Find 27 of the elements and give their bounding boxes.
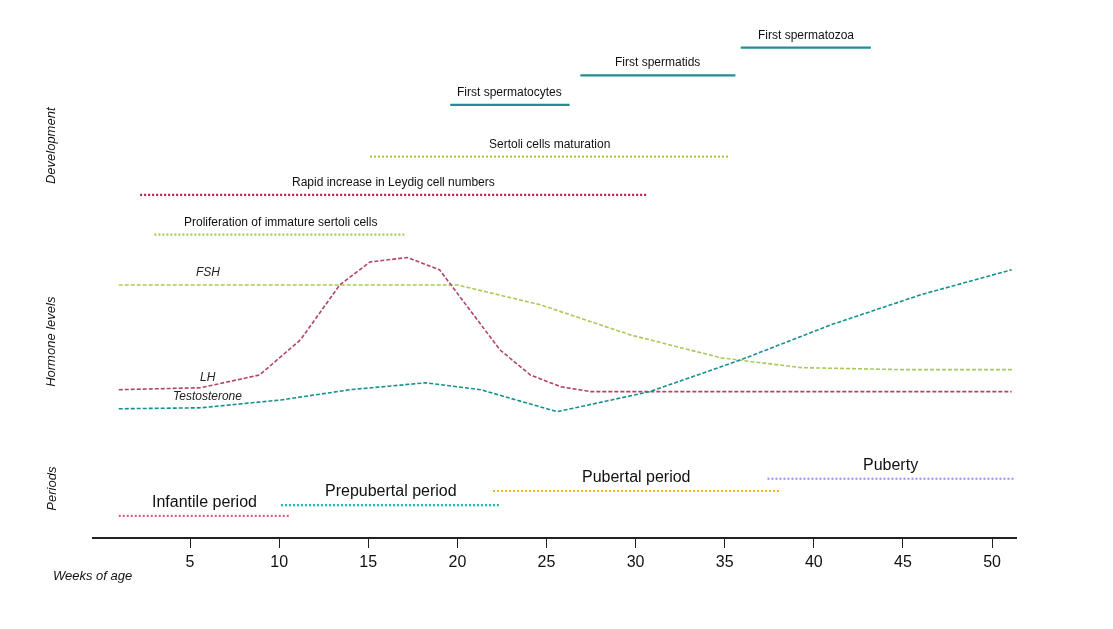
x-axis-title: Weeks of age	[53, 568, 133, 583]
series-label: Rapid increase in Leydig cell numbers	[292, 175, 495, 189]
series-label: Pubertal period	[582, 468, 691, 485]
series-label: Puberty	[863, 456, 919, 473]
x-tick-label: 5	[185, 552, 195, 570]
x-tick-label: 40	[804, 552, 823, 570]
x-tick-label: 15	[359, 552, 378, 570]
text: Development	[43, 106, 59, 185]
series-label: First spermatids	[615, 55, 701, 69]
text: Hormone levels	[43, 296, 59, 387]
x-tick-label: 50	[983, 552, 1002, 570]
text: Periods	[43, 466, 59, 511]
series-label: First spermatozoa	[758, 28, 855, 42]
series-label: Proliferation of immature sertoli cells	[184, 215, 378, 229]
x-tick-label: 20	[448, 552, 467, 570]
series-label: Infantile period	[152, 493, 257, 510]
series-label: FSH	[196, 265, 221, 279]
series-label: Testosterone	[173, 389, 243, 403]
series-label: Sertoli cells maturation	[489, 137, 611, 151]
x-tick-label: 35	[715, 552, 734, 570]
series-label: LH	[200, 370, 216, 384]
series-label: Prepubertal period	[325, 482, 457, 499]
x-tick-label: 10	[270, 552, 289, 570]
x-tick-label: 30	[626, 552, 645, 570]
x-tick-label: 45	[894, 552, 912, 570]
x-tick-label: 25	[537, 552, 556, 570]
series-label: First spermatocytes	[457, 85, 562, 99]
